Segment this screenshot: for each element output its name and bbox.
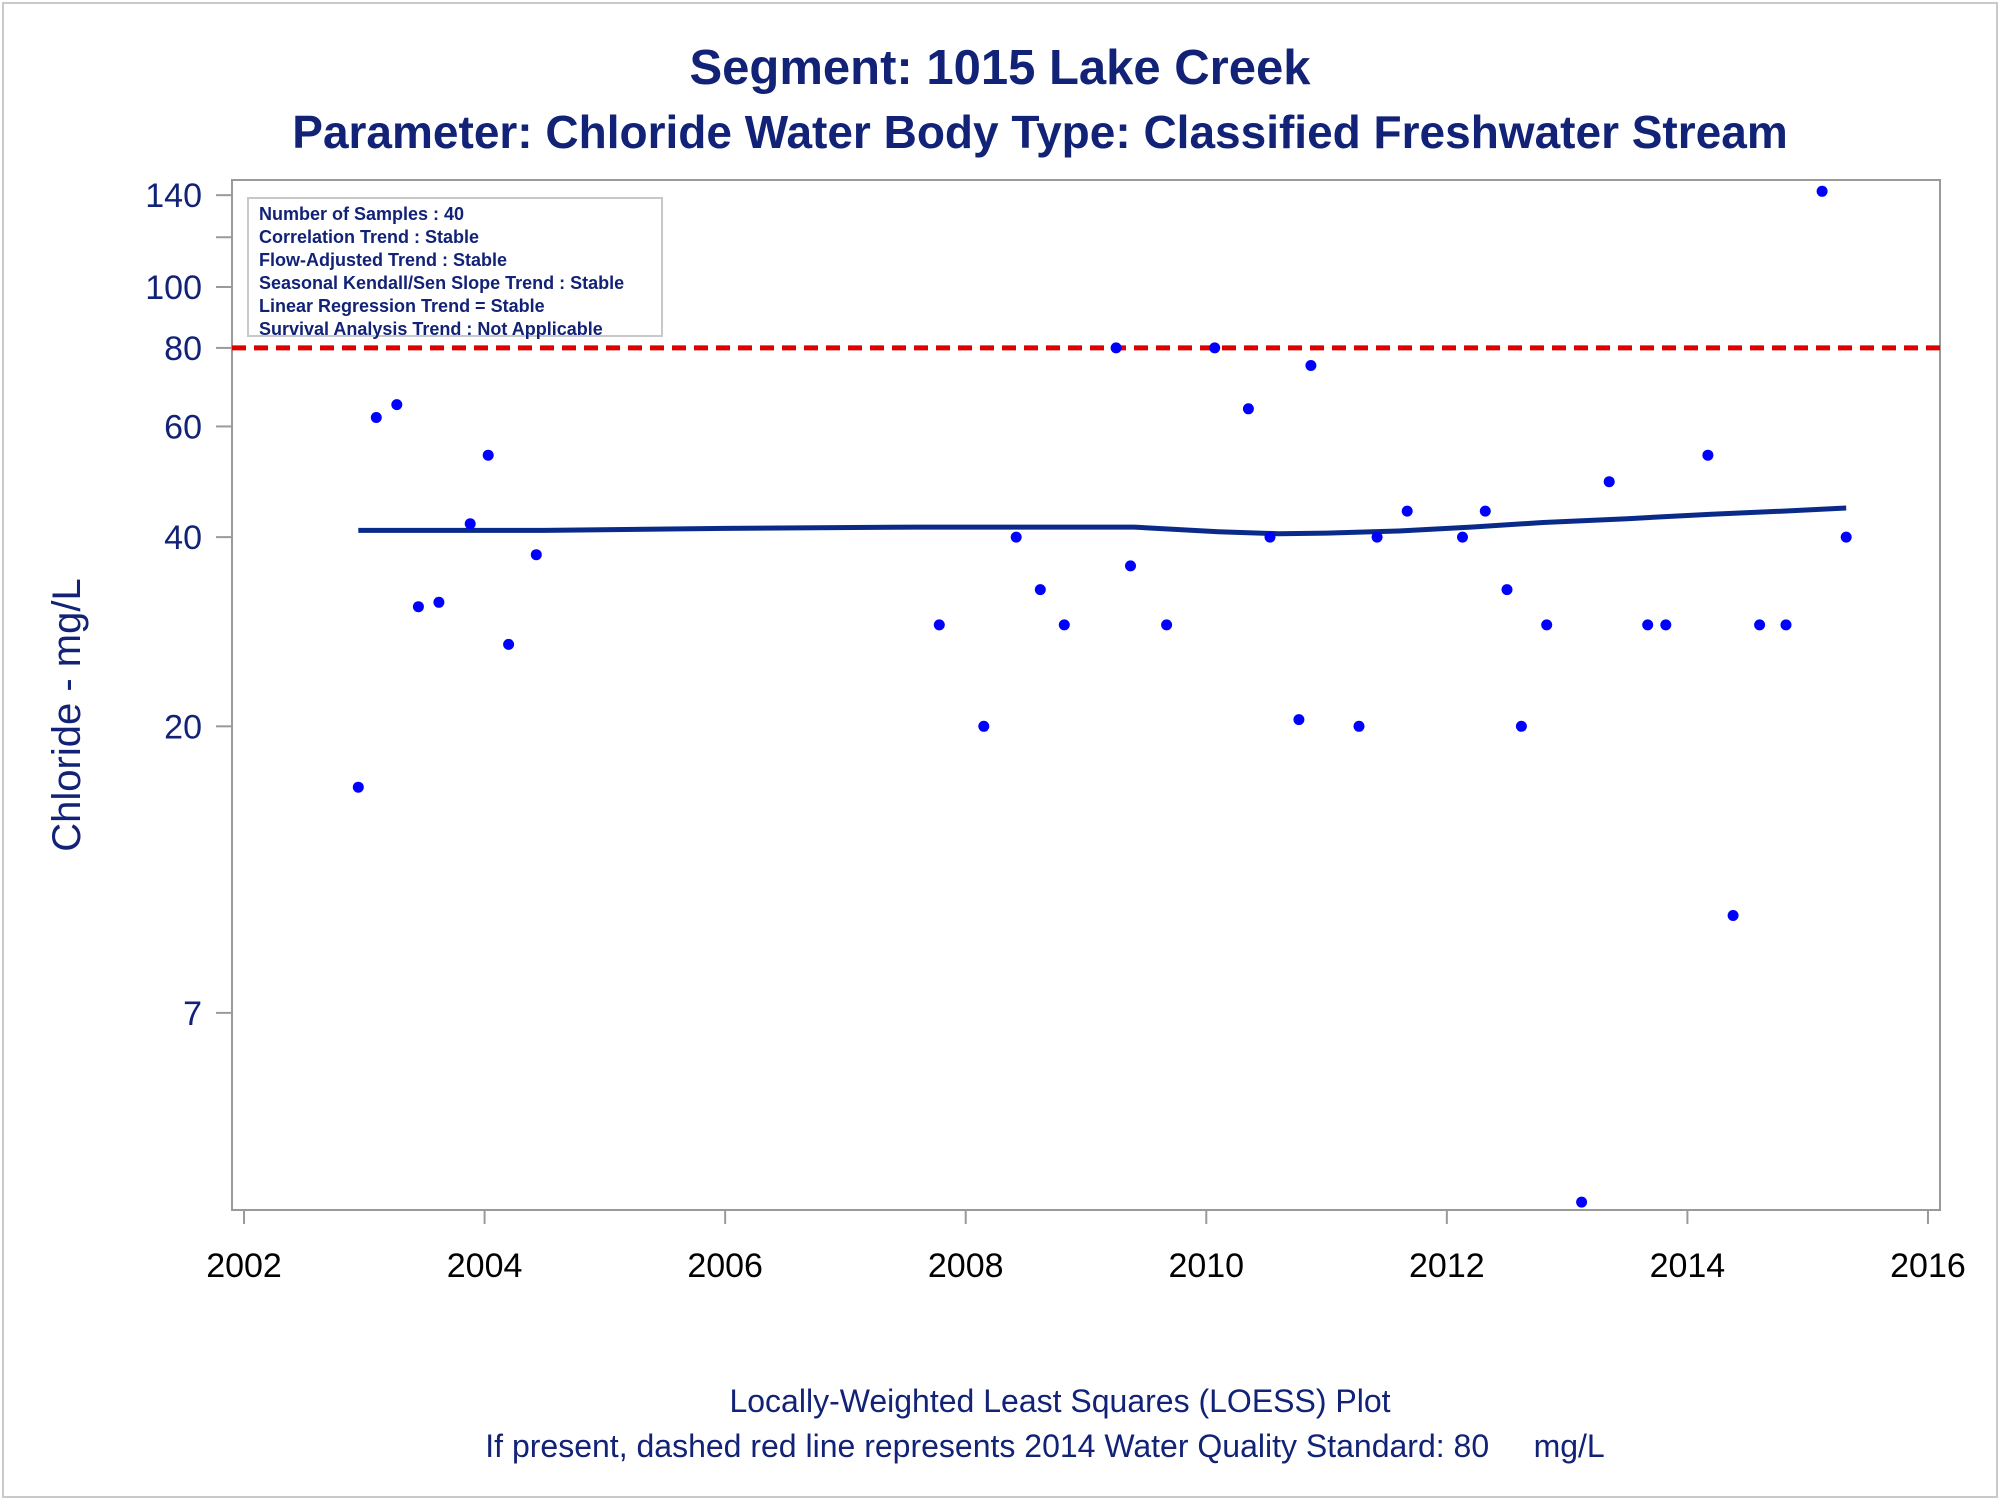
data-point [1479, 505, 1491, 517]
data-point [391, 399, 403, 411]
data-point [1660, 619, 1672, 631]
x-tick-label: 2002 [206, 1247, 282, 1285]
data-point [433, 596, 445, 608]
data-point [1209, 342, 1221, 354]
data-point [503, 638, 515, 650]
y-tick-label: 100 [145, 269, 202, 307]
x-tick-label: 2010 [1168, 1247, 1244, 1285]
stat-number-of-samples: Number of Samples : 40 [259, 204, 465, 224]
data-point [370, 412, 382, 423]
data-point [482, 449, 494, 461]
y-axis: 7 20 40 60 80 100 140 [145, 177, 232, 1033]
data-point [1293, 714, 1305, 726]
data-point [1242, 403, 1254, 415]
data-point [1401, 505, 1413, 517]
y-axis-label: Chloride - mg/L [45, 578, 89, 851]
data-point [978, 720, 990, 732]
stat-survival-analysis-trend: Survival Analysis Trend : Not Applicable [259, 319, 603, 339]
chart-subtitle: Parameter: Chloride Water Body Type: Cla… [292, 106, 1788, 158]
footnote-standard: If present, dashed red line represents 2… [485, 1428, 1605, 1464]
trend-stats-box: Number of Samples : 40 Correlation Trend… [247, 197, 663, 339]
data-point [1125, 560, 1136, 572]
stat-seasonal-kendall-trend: Seasonal Kendall/Sen Slope Trend : Stabl… [259, 273, 625, 293]
plot-area [231, 179, 1941, 1211]
x-tick-label: 2012 [1409, 1247, 1485, 1285]
data-point [412, 601, 424, 613]
data-point [1816, 185, 1828, 197]
data-point [1161, 619, 1173, 631]
data-point [1702, 449, 1714, 461]
data-point [1305, 360, 1317, 371]
data-point [1515, 720, 1527, 732]
data-point [1541, 619, 1553, 631]
x-tick-label: 2014 [1650, 1247, 1726, 1285]
data-point [1010, 531, 1022, 543]
y-tick-label: 20 [164, 708, 202, 746]
x-tick-label: 2004 [447, 1247, 523, 1285]
data-point [1754, 619, 1766, 631]
x-tick-label: 2008 [928, 1247, 1004, 1285]
data-point [352, 781, 364, 793]
data-point [1110, 342, 1122, 354]
data-point [1353, 720, 1365, 732]
data-point [530, 549, 542, 561]
data-point [1058, 619, 1070, 631]
data-point [1603, 476, 1615, 488]
loess-trend-line [358, 505, 1847, 537]
y-tick-label: 7 [183, 995, 202, 1033]
data-point [1457, 531, 1468, 543]
data-point [1576, 1196, 1588, 1208]
y-tick-label: 40 [164, 519, 202, 557]
stat-flow-adjusted-trend: Flow-Adjusted Trend : Stable [259, 250, 508, 270]
data-point [464, 518, 476, 530]
y-tick-label: 80 [164, 330, 202, 368]
x-tick-label: 2016 [1890, 1247, 1966, 1285]
data-point [1780, 619, 1792, 631]
stat-correlation-trend: Correlation Trend : Stable [259, 227, 480, 247]
data-point [1642, 619, 1654, 631]
data-point [1840, 531, 1852, 543]
data-point [1501, 584, 1513, 596]
stat-linear-regression-trend: Linear Regression Trend = Stable [259, 296, 545, 316]
data-point [1034, 584, 1046, 596]
data-point [933, 619, 945, 631]
data-point [1727, 910, 1739, 921]
y-tick-label: 140 [145, 177, 202, 215]
data-point [1264, 531, 1276, 543]
footnote-loess: Locally-Weighted Least Squares (LOESS) P… [729, 1383, 1391, 1419]
chart-title: Segment: 1015 Lake Creek [689, 41, 1311, 95]
x-tick-label: 2006 [687, 1247, 763, 1285]
y-tick-label: 60 [164, 408, 202, 446]
data-point [1371, 531, 1383, 543]
x-axis: 2002 2004 2006 2008 2010 2012 2014 2016 [206, 1210, 1966, 1285]
sample-points [352, 185, 1852, 1208]
